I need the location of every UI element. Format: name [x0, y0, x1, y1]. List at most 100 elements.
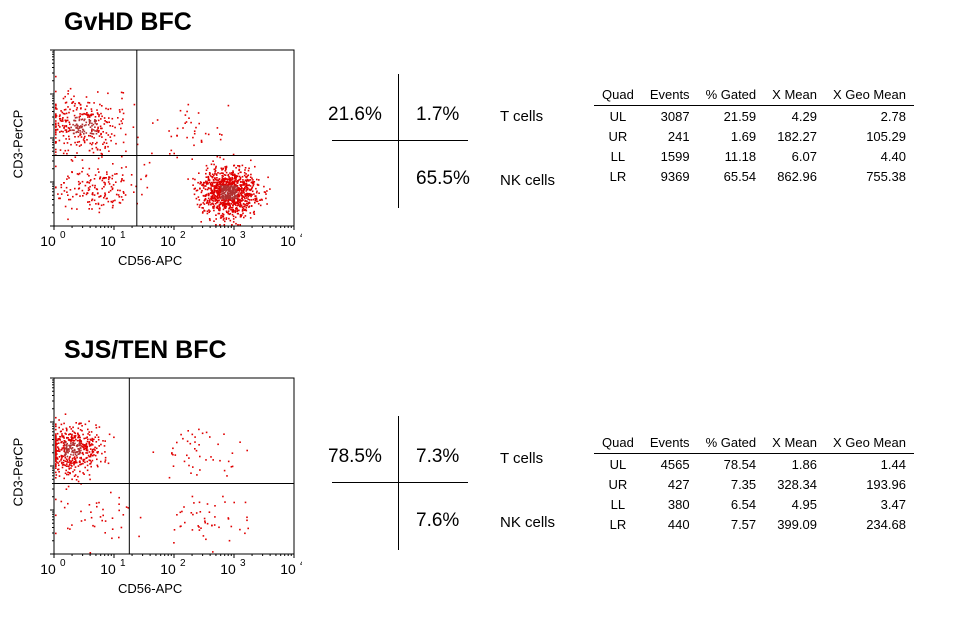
data-point-lr — [217, 172, 219, 174]
data-point-ul — [94, 119, 96, 121]
data-point-ul — [76, 445, 79, 447]
data-point-ul — [95, 120, 97, 122]
data-point-ll — [87, 189, 90, 192]
data-point-lr — [243, 205, 246, 208]
data-point-ul — [85, 124, 87, 126]
data-point-ll — [106, 171, 108, 173]
data-point-lr — [251, 182, 254, 185]
data-point-lr — [259, 204, 262, 207]
data-point-ll — [115, 193, 118, 196]
data-point-lr — [237, 194, 239, 197]
data-point-lr — [229, 182, 231, 184]
data-point-ul — [55, 103, 57, 106]
data-point-lr — [216, 182, 219, 185]
data-point-ul — [86, 456, 88, 459]
data-point-lr — [209, 199, 211, 201]
data-point-ul — [97, 451, 99, 453]
data-point-ur — [196, 474, 198, 476]
data-point-ul — [55, 122, 57, 125]
data-point-ll — [122, 514, 125, 516]
data-point-lr — [235, 197, 237, 200]
data-point-ul — [65, 120, 67, 123]
data-point-ll — [68, 177, 70, 179]
data-point-ul — [91, 454, 94, 457]
data-point-lr — [214, 178, 217, 181]
data-point-lr — [248, 202, 251, 204]
data-point-lr — [216, 195, 219, 198]
data-point-lr — [238, 192, 240, 194]
data-point-lr — [202, 185, 204, 187]
data-point-lr — [229, 178, 232, 181]
data-point-ll — [90, 511, 92, 513]
data-point-lr — [240, 192, 242, 194]
data-point-ul — [69, 462, 71, 464]
data-point-lr — [236, 197, 239, 199]
data-point-lr — [225, 168, 227, 170]
data-point-ul — [77, 131, 80, 133]
data-point-ul — [104, 440, 106, 442]
data-point-lr — [216, 177, 218, 179]
data-point-lr — [224, 187, 227, 190]
data-point-ll — [102, 508, 104, 511]
data-point-lr — [243, 196, 246, 198]
data-point-lr — [224, 193, 227, 196]
data-point-ul — [84, 444, 86, 446]
data-point-lr — [245, 206, 248, 209]
data-point-ul — [121, 155, 123, 158]
data-point-ur — [187, 103, 190, 106]
data-point-ur — [186, 136, 188, 139]
cell-gated: 11.18 — [724, 148, 757, 164]
data-point-ul — [64, 455, 66, 457]
data-point-ul — [91, 125, 93, 127]
data-point-ur — [192, 136, 194, 139]
data-point-ll — [91, 193, 94, 195]
cell-x-geo-mean: 4.40 — [880, 148, 906, 164]
data-point-lr — [213, 191, 216, 194]
data-point-ul — [91, 448, 94, 451]
data-point-lr — [196, 203, 199, 206]
y-axis-label: CD3-PerCP — [10, 437, 26, 507]
data-point-ul — [90, 108, 93, 110]
data-point-ll — [94, 174, 97, 176]
data-point-lr — [244, 215, 247, 217]
data-point-ul — [70, 439, 73, 442]
data-point-lr — [242, 199, 244, 201]
data-point-ll — [135, 185, 137, 188]
data-point-lr — [232, 204, 234, 206]
data-point-ul — [100, 443, 102, 446]
data-point-ur — [204, 132, 207, 135]
data-point-lr — [233, 200, 236, 202]
data-point-lr — [249, 188, 251, 191]
data-point-ll — [82, 195, 84, 197]
data-point-ul — [63, 440, 66, 442]
data-point-ul — [104, 451, 106, 453]
data-point-ll — [139, 516, 142, 519]
data-point-lr — [224, 501, 226, 503]
data-point-lr — [214, 177, 216, 179]
data-point-lr — [244, 187, 246, 190]
data-point-ul — [55, 442, 57, 444]
data-point-ul — [121, 97, 123, 100]
data-point-ul — [74, 432, 76, 435]
data-point-lr — [222, 186, 225, 189]
data-point-lr — [223, 224, 226, 226]
data-point-lr — [225, 202, 227, 205]
data-point-ll — [110, 200, 113, 203]
nk-cells-label: NK cells — [500, 514, 556, 531]
data-point-lr — [223, 196, 225, 199]
data-point-ll — [118, 496, 120, 499]
data-point-ur — [169, 153, 171, 155]
data-point-lr — [261, 199, 263, 201]
data-point-ll — [143, 163, 146, 166]
data-point-ul — [108, 121, 110, 123]
data-point-lr — [227, 184, 229, 186]
data-point-lr — [235, 191, 238, 194]
data-point-ul — [120, 91, 123, 94]
data-point-ul — [80, 463, 82, 466]
data-point-lr — [250, 173, 252, 176]
data-point-lr — [231, 188, 234, 191]
data-point-lr — [176, 514, 178, 516]
data-point-ll — [111, 537, 113, 540]
data-point-lr — [234, 176, 237, 178]
data-point-ul — [60, 459, 62, 461]
